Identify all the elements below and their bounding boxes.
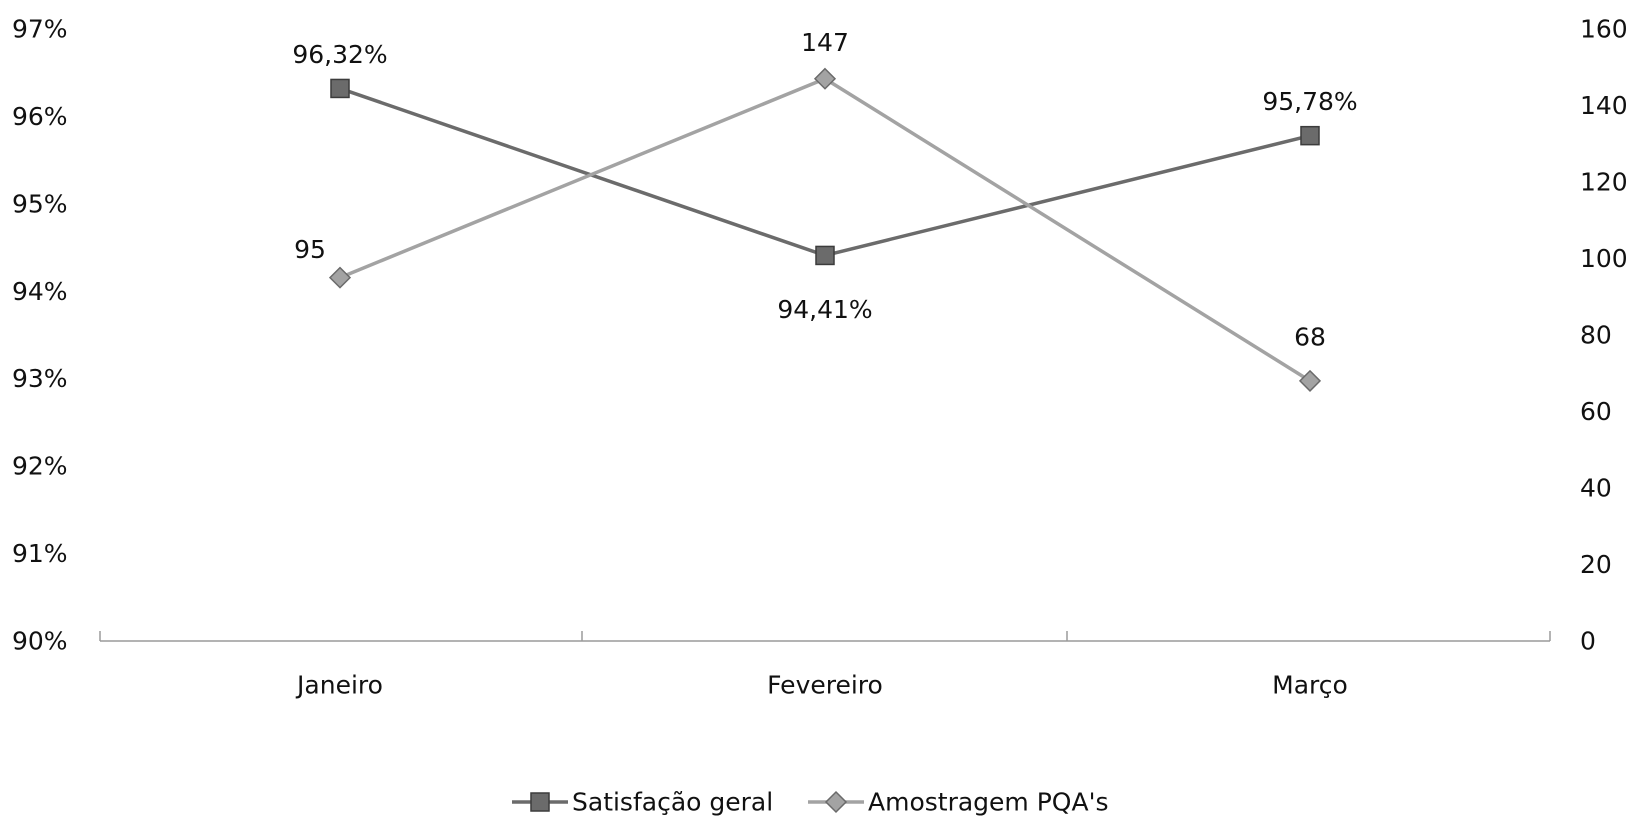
series-point	[328, 266, 352, 289]
data-label: 94,41%	[777, 295, 872, 324]
legend-label: Satisfação geral	[572, 788, 773, 817]
data-label: 95,78%	[1262, 87, 1357, 116]
series-point	[1300, 125, 1320, 146]
series-point	[813, 67, 837, 90]
x-category-label: Fevereiro	[767, 671, 883, 700]
series-layer: 96,32% 94,41% 95,78% 95 147 68	[292, 28, 1358, 392]
y-left-tick-label: 96%	[12, 102, 68, 131]
y-axis-right: 0 20 40 60 80 100 120 140 160	[1580, 15, 1628, 656]
x-axis: Janeiro Fevereiro Março	[99, 631, 1551, 700]
legend-item: Amostragem PQA's	[808, 788, 1108, 817]
series-1: 96,32% 94,41% 95,78%	[292, 40, 1357, 324]
data-label: 95	[294, 235, 326, 264]
y-right-tick-label: 40	[1580, 474, 1612, 503]
series-line	[339, 86, 1311, 258]
legend-label: Amostragem PQA's	[868, 788, 1108, 817]
data-label: 68	[1294, 322, 1326, 351]
y-axis-left: 90% 91% 92% 93% 94% 95% 96% 97%	[12, 15, 68, 656]
data-label: 96,32%	[292, 40, 387, 69]
data-label: 147	[801, 28, 849, 57]
y-right-tick-label: 0	[1580, 627, 1596, 656]
y-right-tick-label: 20	[1580, 550, 1612, 579]
series-2: 95 147 68	[294, 28, 1326, 392]
legend-marker	[530, 792, 550, 812]
y-right-tick-label: 60	[1580, 397, 1612, 426]
y-right-tick-label: 160	[1580, 15, 1628, 44]
y-right-tick-label: 120	[1580, 168, 1628, 197]
y-right-tick-label: 100	[1580, 244, 1628, 273]
y-left-tick-label: 91%	[12, 539, 68, 568]
y-left-tick-label: 95%	[12, 189, 68, 218]
y-right-tick-label: 140	[1580, 91, 1628, 120]
x-category-label: Março	[1272, 671, 1348, 700]
series-point	[330, 78, 350, 99]
y-left-tick-label: 90%	[12, 627, 68, 656]
legend: Satisfação geral Amostragem PQA's	[512, 788, 1108, 817]
y-right-tick-label: 80	[1580, 321, 1612, 350]
series-line	[339, 76, 1311, 383]
y-left-tick-label: 93%	[12, 364, 68, 393]
y-left-tick-label: 92%	[12, 452, 68, 481]
series-point	[815, 245, 835, 266]
legend-item: Satisfação geral	[512, 788, 773, 817]
legend-marker	[824, 790, 848, 814]
x-category-label: Janeiro	[295, 671, 383, 700]
y-left-tick-label: 97%	[12, 15, 68, 44]
y-left-tick-label: 94%	[12, 277, 68, 306]
series-point	[1298, 369, 1322, 392]
